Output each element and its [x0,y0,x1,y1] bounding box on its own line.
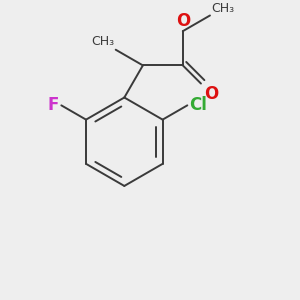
Text: CH₃: CH₃ [91,35,114,48]
Text: CH₃: CH₃ [212,2,235,15]
Text: O: O [176,12,190,30]
Text: O: O [204,85,218,103]
Text: Cl: Cl [190,96,208,114]
Text: F: F [48,96,59,114]
